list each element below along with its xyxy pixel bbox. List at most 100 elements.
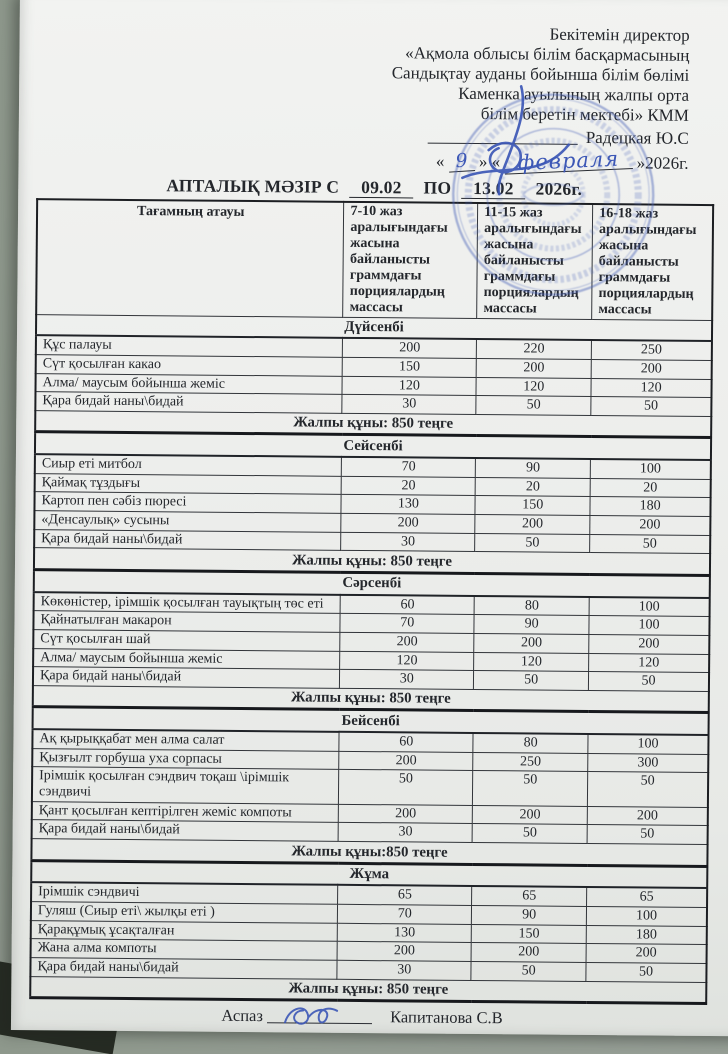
column-header-age-11-15: 11-15 жаз аралығындағы жасына байланысты… (476, 203, 593, 320)
portion-grams: 50 (473, 670, 589, 691)
portion-grams: 200 (475, 514, 591, 535)
portion-grams: 120 (473, 652, 589, 672)
portion-grams: 250 (472, 752, 589, 772)
portion-grams: 50 (590, 396, 712, 417)
dish-name: Ірімшік қосылған сэндвич тоқаш \ірімшік … (31, 766, 340, 805)
quote-between: » « (478, 152, 501, 172)
portion-grams: 200 (340, 632, 475, 653)
portion-grams: 30 (341, 532, 476, 552)
menu-item-row: Ірімшік қосылған сэндвич тоқаш \ірімшік … (31, 766, 709, 808)
portion-grams: 60 (340, 594, 475, 615)
portion-grams: 200 (342, 338, 477, 359)
date-year: »2026г. (636, 153, 689, 173)
title-prefix: АПТАЛЫҚ МӘЗІР С (166, 175, 340, 197)
portion-grams: 100 (589, 596, 710, 617)
portion-grams: 30 (342, 394, 477, 415)
portion-grams: 120 (339, 650, 474, 671)
portion-grams: 50 (588, 671, 710, 692)
portion-grams: 50 (472, 823, 588, 844)
portion-grams: 150 (342, 357, 477, 378)
table-header-row: Тағамның атауы 7-10 жаз аралығындағы жас… (36, 199, 714, 321)
column-header-age-7-10: 7-10 жаз аралығындағы жасына байланысты … (343, 201, 478, 319)
portion-grams: 130 (337, 922, 472, 943)
portion-grams: 120 (591, 378, 712, 398)
portion-grams: 200 (587, 806, 708, 826)
portion-grams: 150 (471, 923, 587, 944)
title-year: 2026г. (535, 178, 583, 199)
cook-label: Аспаз (221, 1005, 264, 1026)
portion-grams: 20 (341, 476, 476, 496)
portion-grams: 70 (337, 904, 472, 924)
portion-grams: 80 (474, 595, 590, 616)
portion-grams: 100 (588, 734, 709, 755)
portion-grams: 30 (338, 822, 473, 843)
signature-line (427, 142, 578, 145)
portion-grams: 120 (342, 375, 477, 396)
portion-grams: 20 (590, 478, 711, 498)
portion-grams: 200 (472, 805, 588, 825)
portion-grams: 65 (471, 886, 587, 907)
approver-name: Радецкая Ю.С (585, 127, 689, 148)
portion-grams: 200 (473, 633, 590, 654)
portion-grams: 30 (339, 669, 474, 690)
portion-grams: 120 (588, 653, 710, 673)
portion-grams: 80 (473, 732, 589, 754)
portion-grams: 200 (588, 634, 710, 655)
menu-table: Тағамның атауы 7-10 жаз аралығындағы жас… (29, 198, 715, 1006)
column-header-age-16-18: 16-18 жаз аралығындағы жасына байланысты… (591, 204, 714, 321)
dish-name: Ақ қырыққабат мен алма салат (32, 729, 340, 752)
portion-grams: 50 (587, 824, 708, 845)
title-date-from: 09.02 (349, 176, 414, 199)
portion-grams: 200 (337, 941, 472, 962)
portion-grams: 30 (337, 960, 472, 981)
portion-grams: 150 (475, 495, 591, 516)
portion-grams: 100 (586, 906, 708, 927)
portion-grams: 50 (474, 533, 590, 553)
cook-signature-line (266, 1007, 372, 1025)
portion-grams: 200 (586, 943, 707, 964)
title-date-to: 13.02 (461, 177, 526, 200)
portion-grams: 200 (338, 804, 473, 824)
portion-grams: 200 (589, 515, 711, 536)
menu-table-body: Дүйсенбі Құс палауы 200 220 250 Сүт қосылған … (30, 314, 713, 1004)
dish-name: Сиыр еті митбол (34, 454, 342, 477)
cook-name: Капитанова С.В (390, 1007, 503, 1028)
dish-name: Көкөністер, ірімшік қосылған тауықтың тө… (33, 591, 341, 614)
portion-grams: 50 (471, 961, 587, 982)
approval-block: Бекітемін директор «Ақмола облысы білім … (18, 0, 728, 175)
portion-grams: 300 (587, 753, 709, 773)
portion-grams: 90 (471, 905, 587, 925)
director-signature-row: Радецкая Ю.С (19, 123, 689, 149)
portion-grams: 200 (471, 942, 587, 963)
handwritten-day: 9 (448, 150, 476, 173)
document-paper: Бекітемін директор «Ақмола облысы білім … (10, 0, 728, 1037)
portion-grams: 100 (589, 615, 710, 636)
daily-total-row: Жалпы құны: 850 теңге (30, 976, 707, 1004)
portion-grams: 200 (339, 751, 474, 771)
portion-grams: 200 (591, 359, 712, 380)
daily-total: Жалпы құны: 850 теңге (30, 976, 707, 1004)
portion-grams: 65 (337, 884, 472, 906)
portion-grams: 100 (590, 459, 711, 480)
approval-date-row: « 9 » « февраля »2026г. (18, 146, 689, 175)
portion-grams: 50 (472, 770, 588, 807)
cook-handwritten-signature (283, 1007, 339, 1025)
portion-grams: 130 (341, 494, 476, 515)
portion-grams: 70 (341, 456, 476, 478)
portion-grams: 250 (591, 340, 712, 361)
document-title: АПТАЛЫҚ МӘЗІР С 09.02 ПО 13.02 2026г. (18, 174, 728, 201)
portion-grams: 200 (341, 513, 476, 534)
handwritten-month: февраля (504, 147, 633, 175)
portion-grams: 180 (586, 924, 707, 945)
column-header-dish: Тағамның атауы (36, 199, 345, 318)
portion-grams: 70 (340, 613, 475, 634)
portion-grams: 90 (474, 614, 590, 635)
portion-grams: 50 (586, 962, 707, 983)
portion-grams: 50 (587, 771, 709, 808)
title-po: ПО (423, 177, 452, 198)
portion-grams: 20 (475, 477, 591, 497)
dish-name: Құс палауы (35, 335, 343, 358)
portion-grams: 50 (338, 769, 473, 806)
portion-grams: 65 (586, 887, 708, 908)
portion-grams: 50 (476, 395, 592, 416)
